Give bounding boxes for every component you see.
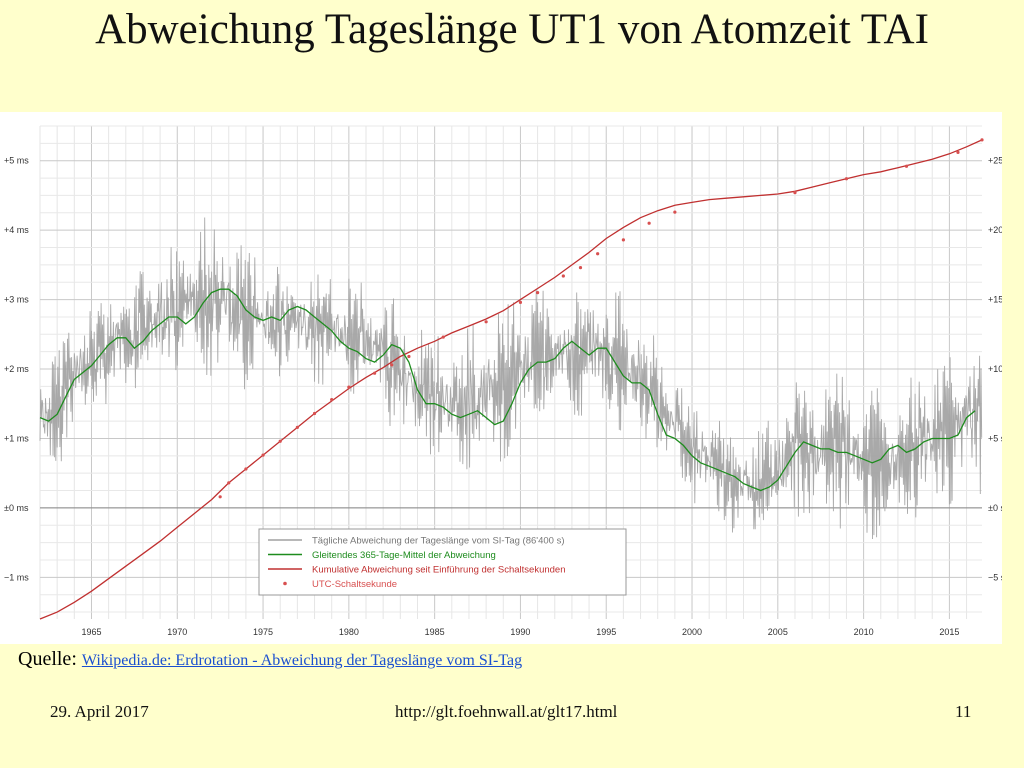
leap-second-point (295, 425, 299, 429)
leap-second-point (390, 363, 394, 367)
x-tick-label: 1965 (81, 627, 101, 637)
x-tick-label: 2005 (768, 627, 788, 637)
right-tick-label: +5 s (988, 433, 1002, 443)
x-tick-label: 2000 (682, 627, 702, 637)
leap-second-point (844, 177, 849, 181)
leap-second-point (518, 300, 523, 304)
source-link[interactable]: Wikipedia.de: Erdrotation - Abweichung d… (81, 652, 523, 669)
leap-second-point (278, 439, 282, 443)
leap-second-point (793, 191, 797, 195)
cumulative-series (39, 139, 983, 620)
right-tick-label: +15 s (988, 295, 1002, 305)
left-tick-label: +2 ms (4, 364, 29, 374)
legend-entry: Tägliche Abweichung der Tageslänge vom S… (312, 536, 564, 547)
cumulative-line (39, 139, 983, 620)
leap-second-point (956, 150, 960, 154)
footer-date: 29. April 2017 (50, 702, 149, 721)
left-tick-label: +4 ms (4, 225, 29, 235)
x-tick-label: 1975 (253, 627, 273, 637)
leap-second-point (980, 138, 984, 142)
leap-second-markers (218, 138, 984, 499)
leap-second-point (261, 453, 265, 457)
right-tick-label: ±0 s (988, 503, 1002, 513)
footer-page-number: 11 (955, 702, 972, 721)
leap-second-point (312, 411, 317, 416)
x-tick-label: 1985 (425, 627, 445, 637)
legend-entry: UTC-Schaltsekunde (312, 579, 397, 590)
left-tick-label: ±0 ms (4, 503, 29, 513)
left-tick-label: +1 ms (4, 433, 29, 443)
leap-second-point (647, 221, 651, 225)
x-tick-label: 1990 (510, 627, 530, 637)
x-tick-label: 2010 (854, 627, 874, 637)
leap-second-point (904, 164, 909, 168)
leap-second-point (484, 320, 488, 324)
axes: +5 ms +4 ms +3 ms +2 ms +1 ms ±0 ms −1 ms +25 s… (4, 156, 1002, 637)
x-tick-label: 1980 (339, 627, 359, 637)
chart-panel: +5 ms +4 ms +3 ms +2 ms +1 ms ±0 ms −1 ms +25 s… (0, 112, 1002, 644)
slide-title: Abweichung Tageslänge UT1 von Atomzeit T… (95, 6, 929, 53)
leap-second-point (372, 371, 377, 375)
left-tick-label: −1 ms (4, 572, 29, 582)
leap-second-point (441, 335, 445, 339)
leap-second-point (578, 266, 583, 270)
mean-line (39, 288, 976, 492)
leap-second-point (561, 274, 565, 278)
leap-second-point (330, 397, 334, 402)
right-tick-label: +10 s (988, 364, 1002, 374)
daily-deviation-line (39, 217, 983, 540)
lod-chart: +5 ms +4 ms +3 ms +2 ms +1 ms ±0 ms −1 ms +25 s… (4, 125, 1002, 637)
leap-second-point (218, 495, 222, 499)
legend-entry: Gleitendes 365-Tage-Mittel der Abweichun… (312, 550, 496, 561)
leap-second-point (227, 481, 231, 485)
x-tick-label: 1995 (596, 627, 616, 637)
legend-entry: Kumulative Abweichung seit Einführung de… (312, 565, 566, 576)
legend-box (258, 528, 627, 596)
right-tick-label: −5 s (988, 572, 1002, 582)
leap-second-point (347, 385, 351, 389)
daily-deviation-series (39, 217, 983, 540)
left-tick-label: +3 ms (4, 295, 29, 305)
footer-url: http://glt.foehnwall.at/glt17.html (395, 702, 618, 721)
legend: Tägliche Abweichung der Tageslänge vom S… (258, 528, 627, 596)
right-tick-label: +20 s (988, 225, 1002, 235)
leap-second-point (621, 238, 625, 242)
source-line: Quelle: Wikipedia.de: Erdrotation - Abwe… (18, 648, 523, 670)
x-tick-label: 2015 (939, 627, 959, 637)
x-tick-label: 1970 (167, 627, 187, 637)
mean-series (39, 288, 976, 492)
leap-second-point (596, 252, 600, 256)
leap-second-point (673, 210, 677, 214)
legend-swatch (283, 581, 287, 586)
leap-second-point (244, 467, 248, 471)
leap-second-point (535, 291, 540, 295)
left-tick-label: +5 ms (4, 156, 29, 166)
right-tick-label: +25 s (988, 156, 1002, 166)
source-label: Quelle (18, 648, 72, 670)
leap-second-point (407, 354, 411, 359)
